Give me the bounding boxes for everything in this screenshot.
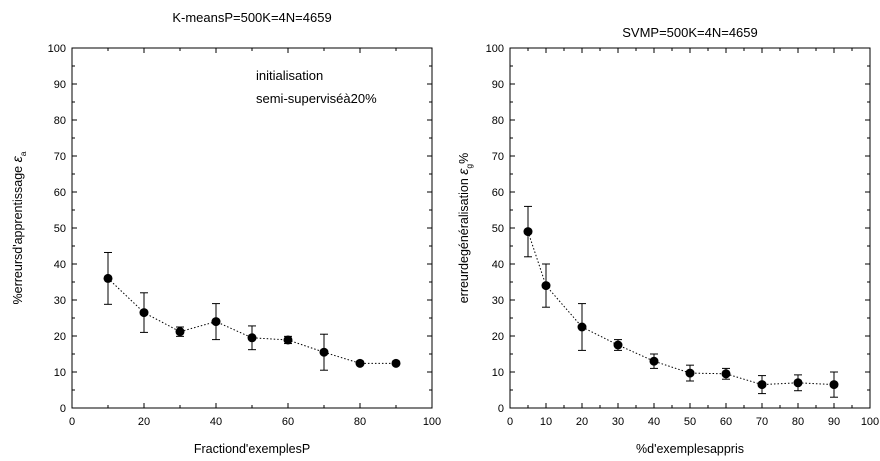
y-tick-label: 30 (492, 295, 504, 307)
chart-title: K-meansP=500K=4N=4659 (172, 10, 331, 25)
data-point (685, 368, 695, 378)
y-tick-label: 10 (54, 367, 66, 379)
training-error-chart: K-meansP=500K=4N=4659 0 10 20 30 40 50 60 70 80 90… (9, 10, 441, 456)
y-tick-label: 10 (492, 367, 504, 379)
y-tick-label: 70 (54, 151, 66, 163)
x-tick-label: 100 (861, 416, 879, 428)
series-line (107, 278, 396, 364)
data-point (283, 335, 293, 345)
y-axis-label: %erreursd'apprentissage εa (9, 151, 28, 304)
plot-frame (71, 47, 433, 409)
data-point (613, 340, 623, 350)
data-point (523, 227, 533, 237)
y-tick-label: 40 (492, 259, 504, 271)
y-tick-label: 90 (54, 79, 66, 91)
y-tick-label: 40 (54, 259, 66, 271)
x-tick-label: 10 (540, 416, 552, 428)
x-tick-label: 60 (720, 416, 732, 428)
x-tick-label: 90 (828, 416, 840, 428)
x-tick-label: 80 (792, 416, 804, 428)
y-tick-label: 60 (492, 187, 504, 199)
annotation-text: semi-superviséà20% (256, 91, 377, 106)
y-tick-label: 100 (48, 43, 66, 55)
plot-frame (509, 47, 871, 409)
data-point (175, 327, 185, 337)
x-tick-label: 0 (507, 416, 513, 428)
data-point (757, 380, 767, 390)
x-tick-label: 60 (282, 416, 294, 428)
annotation-text: initialisation (256, 68, 323, 83)
data-point (793, 378, 803, 388)
x-tick-label: 20 (576, 416, 588, 428)
data-point (649, 356, 659, 366)
x-tick-label: 100 (423, 416, 441, 428)
x-tick-label: 70 (756, 416, 768, 428)
x-tick-label: 30 (612, 416, 624, 428)
y-tick-label: 20 (54, 331, 66, 343)
y-tick-label: 60 (54, 187, 66, 199)
x-tick-label: 0 (69, 416, 75, 428)
y-tick-label: 50 (492, 223, 504, 235)
y-axis-label: erreurdegénéralisation εg% (455, 153, 474, 304)
data-point (721, 369, 731, 379)
y-tick-label: 80 (54, 115, 66, 127)
x-tick-label: 40 (648, 416, 660, 428)
y-tick-label: 30 (54, 295, 66, 307)
series-line (527, 231, 835, 386)
data-point (829, 380, 839, 390)
data-point (355, 358, 365, 368)
y-tick-label: 70 (492, 151, 504, 163)
data-point (247, 333, 257, 343)
y-tick-label: 20 (492, 331, 504, 343)
data-point (103, 273, 113, 283)
x-tick-label: 80 (354, 416, 366, 428)
x-tick-label: 40 (210, 416, 222, 428)
x-axis-label: Fractiond'exemplesP (194, 442, 310, 456)
generalization-error-chart: SVMP=500K=4N=4659 0 10 20 30 40 50 60 70 80 90 100 0… (455, 25, 879, 456)
data-point (319, 347, 329, 357)
y-tick-label: 50 (54, 223, 66, 235)
y-tick-label: 90 (492, 79, 504, 91)
data-point (391, 358, 401, 368)
data-point (541, 281, 551, 291)
y-tick-label: 80 (492, 115, 504, 127)
y-tick-label: 0 (498, 403, 504, 415)
chart-title: SVMP=500K=4N=4659 (622, 25, 758, 40)
y-tick-label: 100 (486, 43, 504, 55)
data-point (577, 322, 587, 332)
x-axis-label: %d'exemplesappris (636, 442, 744, 456)
x-tick-label: 50 (684, 416, 696, 428)
y-tick-label: 0 (60, 403, 66, 415)
data-point (211, 317, 221, 327)
x-tick-label: 20 (138, 416, 150, 428)
data-point (139, 308, 149, 318)
